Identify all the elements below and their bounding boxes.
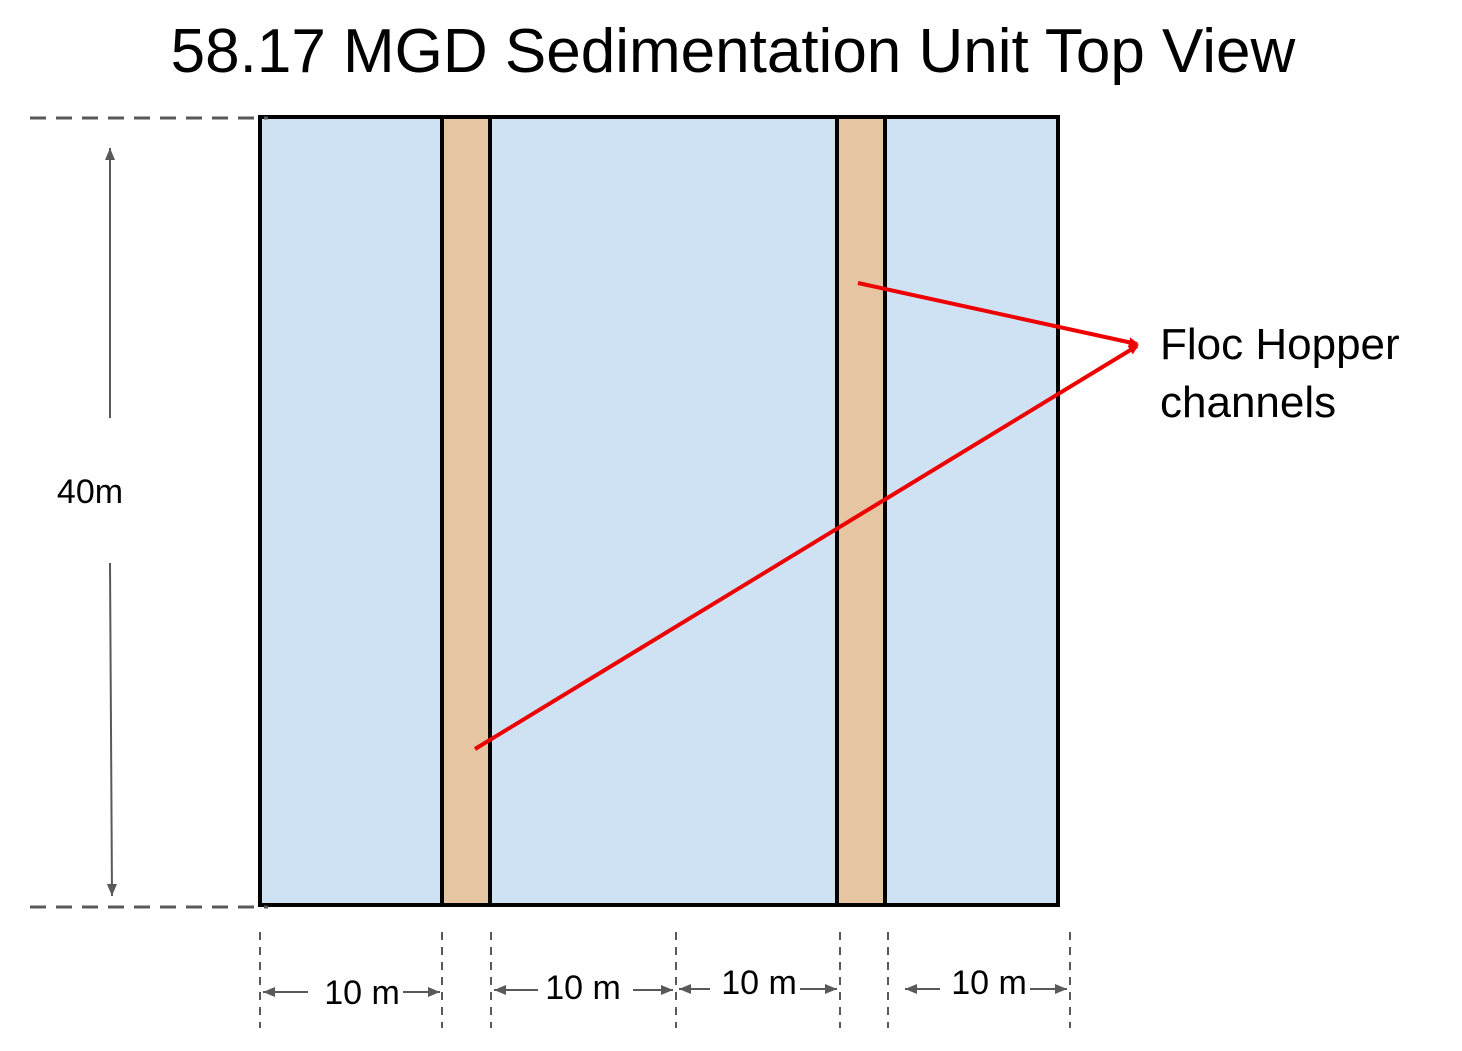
callout-label-line2: channels <box>1160 378 1336 427</box>
callout-label-line1: Floc Hopper <box>1160 320 1400 369</box>
width-label-3: 10 m <box>721 964 797 1002</box>
width-extension-lines <box>259 932 1071 1028</box>
height-arrow-down <box>106 562 117 897</box>
diagram-title: 58.17 MGD Sedimentation Unit Top View <box>171 17 1296 86</box>
floc-hopper-channel-left <box>440 115 492 907</box>
width-label-4: 10 m <box>951 964 1027 1002</box>
width-label-1: 10 m <box>324 974 400 1012</box>
width-dimension-arrows <box>263 984 1067 997</box>
sedimentation-tank <box>258 115 1060 907</box>
callout-arrow-upper <box>857 281 1139 348</box>
height-dimension-label: 40m <box>57 473 123 511</box>
callout-arrow-lower <box>473 344 1139 751</box>
floc-hopper-channel-right <box>835 115 887 907</box>
width-label-2: 10 m <box>545 969 621 1007</box>
